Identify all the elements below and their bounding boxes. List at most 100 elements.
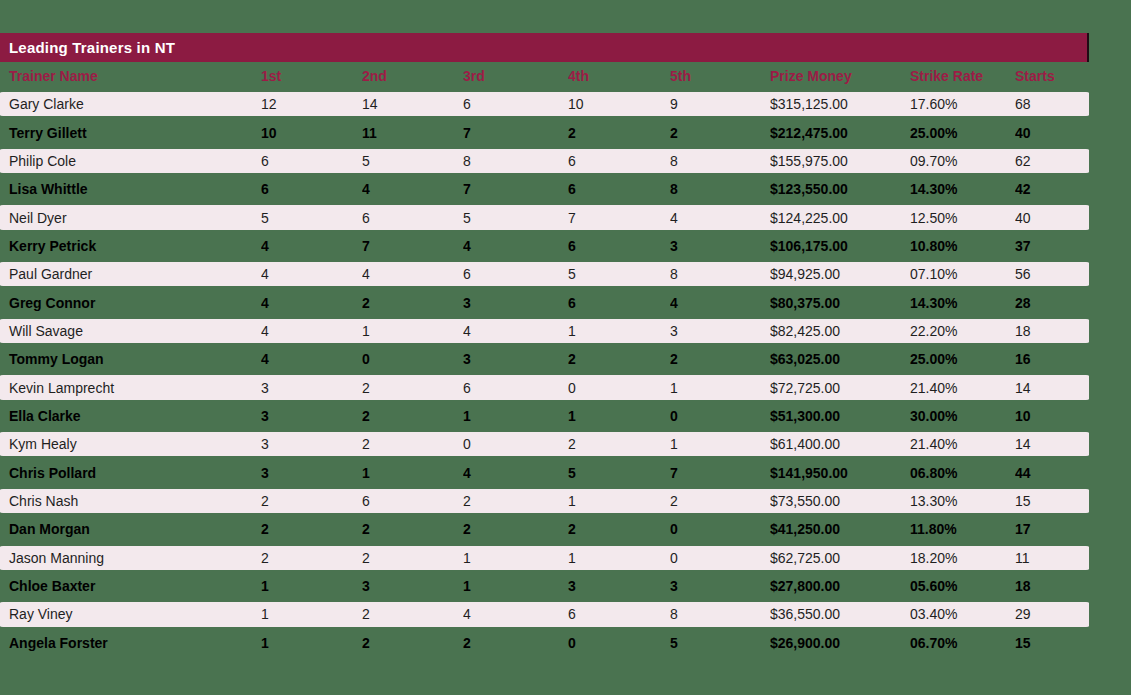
table-row: Kevin Lamprecht32601$72,725.0021.40%14: [0, 373, 1089, 401]
prize-money-cell: $124,225.00: [770, 210, 910, 226]
fifth-place-cell: 2: [670, 351, 770, 367]
fifth-place-cell: 9: [670, 96, 770, 112]
table-row: Terry Gillett1011722$212,475.0025.00%40: [0, 118, 1089, 146]
fourth-place-cell: 2: [568, 436, 670, 452]
third-place-cell: 1: [463, 550, 568, 566]
column-header-strike-rate: Strike Rate: [910, 68, 1015, 84]
strike-rate-cell: 25.00%: [910, 351, 1015, 367]
third-place-cell: 4: [463, 606, 568, 622]
second-place-cell: 7: [362, 238, 463, 254]
third-place-cell: 2: [463, 493, 568, 509]
table-row: Lisa Whittle64768$123,550.0014.30%42: [0, 175, 1089, 203]
trainer-name-cell: Chris Pollard: [0, 465, 261, 481]
third-place-cell: 8: [463, 153, 568, 169]
fifth-place-cell: 2: [670, 125, 770, 141]
column-header-third-place: 3rd: [463, 68, 568, 84]
third-place-cell: 4: [463, 465, 568, 481]
fifth-place-cell: 3: [670, 578, 770, 594]
trainer-name-cell: Chris Nash: [0, 493, 261, 509]
strike-rate-cell: 05.60%: [910, 578, 1015, 594]
second-place-cell: 11: [362, 125, 463, 141]
column-header-fourth-place: 4th: [568, 68, 670, 84]
first-place-cell: 1: [261, 606, 362, 622]
second-place-cell: 1: [362, 465, 463, 481]
trainer-name-cell: Gary Clarke: [0, 96, 261, 112]
third-place-cell: 2: [463, 521, 568, 537]
table-row: Will Savage41413$82,425.0022.20%18: [0, 317, 1089, 345]
third-place-cell: 4: [463, 238, 568, 254]
starts-cell: 44: [1015, 465, 1089, 481]
starts-cell: 28: [1015, 295, 1089, 311]
table-row: Gary Clarke12146109$315,125.0017.60%68: [0, 90, 1089, 118]
starts-cell: 42: [1015, 181, 1089, 197]
table-row: Neil Dyer56574$124,225.0012.50%40: [0, 203, 1089, 231]
strike-rate-cell: 25.00%: [910, 125, 1015, 141]
fourth-place-cell: 6: [568, 238, 670, 254]
first-place-cell: 2: [261, 493, 362, 509]
fifth-place-cell: 8: [670, 606, 770, 622]
fifth-place-cell: 5: [670, 635, 770, 651]
starts-cell: 18: [1015, 578, 1089, 594]
fourth-place-cell: 2: [568, 521, 670, 537]
table-row: Ella Clarke32110$51,300.0030.00%10: [0, 402, 1089, 430]
starts-cell: 11: [1015, 550, 1089, 566]
third-place-cell: 1: [463, 578, 568, 594]
second-place-cell: 2: [362, 550, 463, 566]
table-title-bar: Leading Trainers in NT: [0, 33, 1089, 62]
first-place-cell: 4: [261, 323, 362, 339]
trainer-name-cell: Kym Healy: [0, 436, 261, 452]
second-place-cell: 14: [362, 96, 463, 112]
strike-rate-cell: 07.10%: [910, 266, 1015, 282]
first-place-cell: 4: [261, 351, 362, 367]
fourth-place-cell: 0: [568, 635, 670, 651]
fourth-place-cell: 5: [568, 266, 670, 282]
third-place-cell: 3: [463, 295, 568, 311]
prize-money-cell: $62,725.00: [770, 550, 910, 566]
table-row: Dan Morgan22220$41,250.0011.80%17: [0, 515, 1089, 543]
second-place-cell: 6: [362, 210, 463, 226]
first-place-cell: 10: [261, 125, 362, 141]
page: Leading Trainers in NT Trainer Name1st2n…: [0, 0, 1131, 695]
first-place-cell: 4: [261, 238, 362, 254]
third-place-cell: 6: [463, 380, 568, 396]
third-place-cell: 0: [463, 436, 568, 452]
trainer-name-cell: Angela Forster: [0, 635, 261, 651]
fourth-place-cell: 3: [568, 578, 670, 594]
starts-cell: 62: [1015, 153, 1089, 169]
starts-cell: 40: [1015, 125, 1089, 141]
second-place-cell: 2: [362, 521, 463, 537]
strike-rate-cell: 17.60%: [910, 96, 1015, 112]
second-place-cell: 3: [362, 578, 463, 594]
column-header-first-place: 1st: [261, 68, 362, 84]
third-place-cell: 4: [463, 323, 568, 339]
prize-money-cell: $315,125.00: [770, 96, 910, 112]
fifth-place-cell: 7: [670, 465, 770, 481]
column-header-trainer-name: Trainer Name: [0, 68, 261, 84]
fourth-place-cell: 1: [568, 493, 670, 509]
prize-money-cell: $73,550.00: [770, 493, 910, 509]
third-place-cell: 5: [463, 210, 568, 226]
trainer-name-cell: Neil Dyer: [0, 210, 261, 226]
second-place-cell: 6: [362, 493, 463, 509]
fourth-place-cell: 6: [568, 606, 670, 622]
first-place-cell: 3: [261, 380, 362, 396]
third-place-cell: 3: [463, 351, 568, 367]
table-row: Kerry Petrick47463$106,175.0010.80%37: [0, 232, 1089, 260]
trainer-name-cell: Lisa Whittle: [0, 181, 261, 197]
starts-cell: 14: [1015, 380, 1089, 396]
fourth-place-cell: 1: [568, 550, 670, 566]
trainer-name-cell: Terry Gillett: [0, 125, 261, 141]
first-place-cell: 1: [261, 635, 362, 651]
prize-money-cell: $212,475.00: [770, 125, 910, 141]
starts-cell: 10: [1015, 408, 1089, 424]
starts-cell: 68: [1015, 96, 1089, 112]
trainer-name-cell: Tommy Logan: [0, 351, 261, 367]
first-place-cell: 5: [261, 210, 362, 226]
strike-rate-cell: 06.70%: [910, 635, 1015, 651]
table-row: Chloe Baxter13133$27,800.0005.60%18: [0, 572, 1089, 600]
second-place-cell: 2: [362, 635, 463, 651]
strike-rate-cell: 11.80%: [910, 521, 1015, 537]
third-place-cell: 7: [463, 125, 568, 141]
second-place-cell: 4: [362, 181, 463, 197]
third-place-cell: 6: [463, 96, 568, 112]
